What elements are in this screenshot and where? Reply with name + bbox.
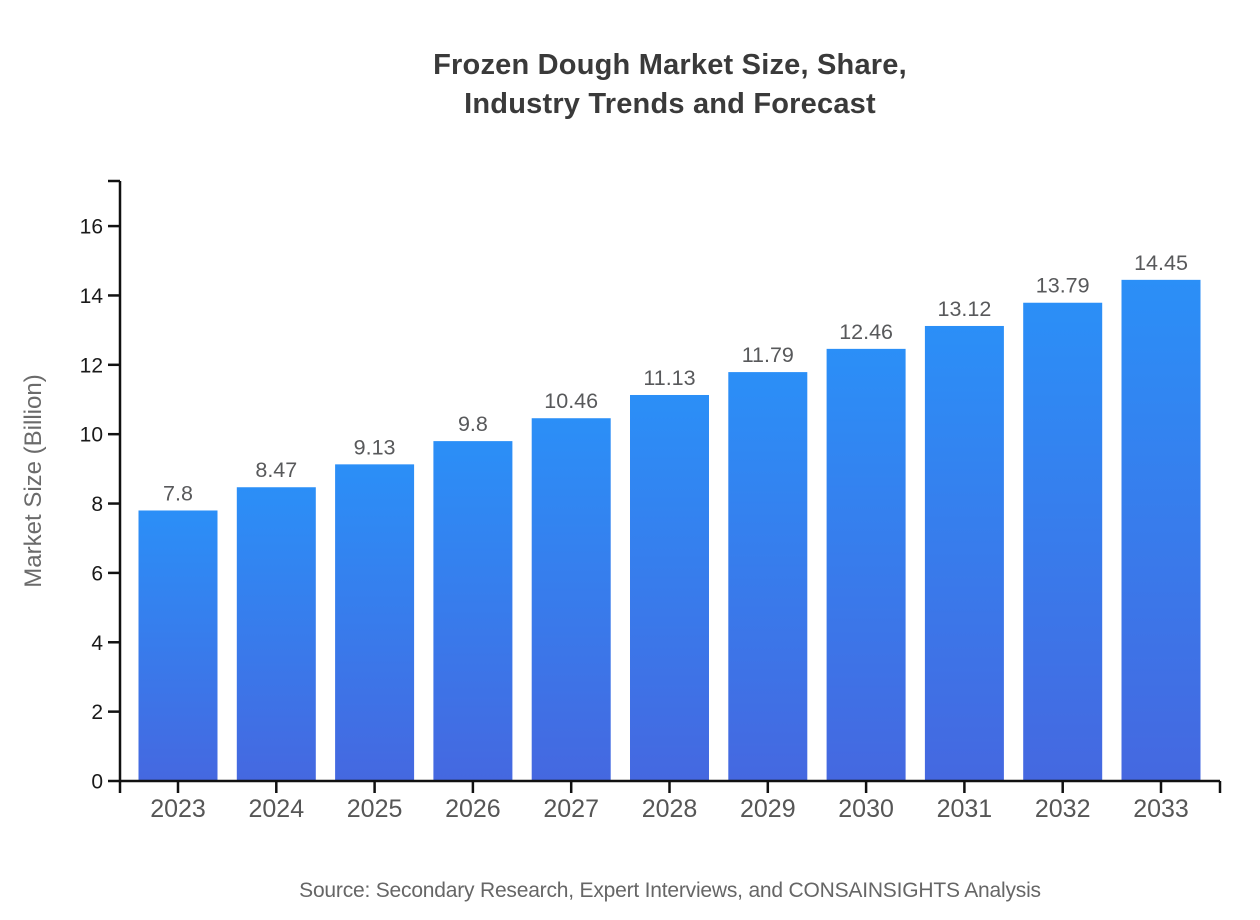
bar-2024 xyxy=(236,487,316,781)
bar-2023 xyxy=(138,510,218,781)
x-tick-label-2033: 2033 xyxy=(1133,795,1189,823)
y-tick-label-12: 12 xyxy=(80,354,103,377)
y-tick-label-14: 14 xyxy=(80,285,104,308)
source-note: Source: Secondary Research, Expert Inter… xyxy=(299,879,1041,902)
bar-2028 xyxy=(630,394,709,781)
bar-2032 xyxy=(1023,302,1103,781)
y-tick-label-0: 0 xyxy=(91,771,103,794)
y-tick-label-16: 16 xyxy=(80,216,103,239)
page-title: Frozen Dough Market Size, Share, Industr… xyxy=(120,46,1220,124)
x-tick-label-2023: 2023 xyxy=(150,795,206,823)
x-tick-label-2027: 2027 xyxy=(543,795,599,823)
value-label-2029: 11.79 xyxy=(742,343,794,367)
bar-2027 xyxy=(531,418,611,781)
x-tick-label-2025: 2025 xyxy=(347,795,403,823)
x-tick-label-2029: 2029 xyxy=(740,795,796,823)
value-label-2032: 13.79 xyxy=(1036,274,1090,298)
y-tick-label-2: 2 xyxy=(91,701,103,724)
value-label-2025: 9.13 xyxy=(354,435,396,459)
x-tick-label-2031: 2031 xyxy=(937,795,993,823)
bar-2030 xyxy=(826,348,906,781)
x-tick-label-2028: 2028 xyxy=(642,795,698,823)
page-title-line1: Frozen Dough Market Size, Share, xyxy=(433,49,907,81)
x-tick-label-2030: 2030 xyxy=(838,795,894,823)
value-label-2033: 14.45 xyxy=(1134,251,1188,275)
y-tick-label-10: 10 xyxy=(80,424,103,447)
y-tick-label-8: 8 xyxy=(91,493,103,516)
x-tick-label-2026: 2026 xyxy=(445,795,501,823)
value-label-2031: 13.12 xyxy=(937,297,991,321)
bar-2025 xyxy=(335,464,415,781)
bar-2031 xyxy=(924,325,1004,781)
bar-2033 xyxy=(1121,279,1201,781)
value-label-2024: 8.47 xyxy=(255,458,297,482)
value-label-2023: 7.8 xyxy=(163,481,193,505)
page-title-line2: Industry Trends and Forecast xyxy=(464,88,876,120)
y-tick-label-6: 6 xyxy=(91,562,103,585)
x-tick-label-2032: 2032 xyxy=(1035,795,1091,823)
y-tick-label-4: 4 xyxy=(91,632,103,655)
value-label-2027: 10.46 xyxy=(544,389,598,413)
value-label-2028: 11.13 xyxy=(643,366,695,390)
x-tick-label-2024: 2024 xyxy=(248,795,304,823)
bar-2029 xyxy=(728,372,808,781)
bar-2026 xyxy=(433,441,513,781)
value-label-2026: 9.8 xyxy=(458,412,488,436)
value-label-2030: 12.46 xyxy=(839,320,893,344)
